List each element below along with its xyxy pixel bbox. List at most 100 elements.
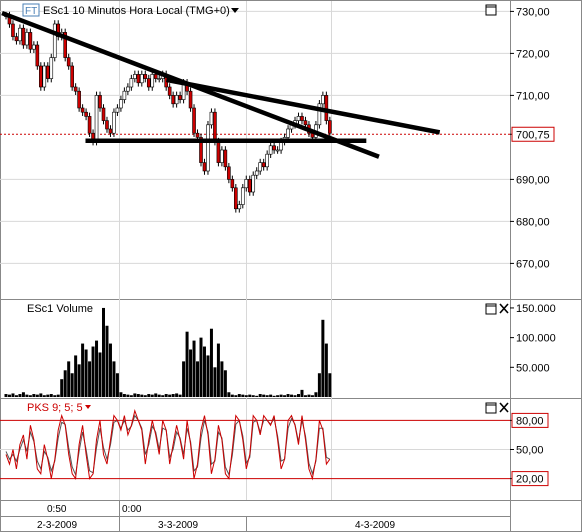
candle-body bbox=[237, 204, 242, 210]
y-tick-label: 690,00 bbox=[516, 174, 550, 186]
candle-body bbox=[240, 187, 245, 205]
volume-bar bbox=[265, 395, 269, 397]
volume-bar bbox=[251, 395, 255, 397]
candle-body bbox=[18, 27, 22, 42]
volume-bar bbox=[4, 394, 8, 397]
volume-bar bbox=[241, 394, 245, 397]
candle-body bbox=[39, 65, 43, 88]
volume-bar bbox=[310, 395, 314, 397]
dropdown-arrow-icon[interactable] bbox=[85, 405, 91, 409]
candle-body bbox=[133, 74, 137, 79]
volume-bar bbox=[314, 392, 318, 397]
volume-bar bbox=[209, 328, 213, 397]
volume-bar bbox=[307, 394, 311, 397]
volume-bar bbox=[14, 395, 18, 397]
volume-bar bbox=[276, 395, 280, 397]
maximize-icon[interactable] bbox=[485, 402, 497, 414]
price-panel-title: ESc1 10 Minutos Hora Local (TMG+0) bbox=[43, 5, 230, 17]
y-tick-label: 100.000 bbox=[516, 333, 556, 345]
candle-body bbox=[25, 32, 29, 46]
maximize-icon[interactable] bbox=[485, 303, 497, 315]
candle-body bbox=[272, 145, 276, 151]
trendlines bbox=[1, 10, 441, 159]
volume-bar bbox=[255, 395, 259, 397]
volume-bar bbox=[199, 337, 203, 397]
osc-fast-line bbox=[5, 408, 331, 481]
y-tick-label: 50.000 bbox=[516, 362, 550, 374]
candle-body bbox=[216, 141, 221, 163]
volume-bar bbox=[28, 395, 32, 397]
candle-body bbox=[143, 74, 148, 79]
volume-bar bbox=[317, 373, 321, 397]
volume-bar bbox=[303, 395, 307, 397]
y-tick-label: 720,00 bbox=[516, 48, 550, 60]
volume-bar bbox=[324, 343, 328, 397]
candle-body bbox=[247, 179, 252, 193]
volume-bar bbox=[49, 394, 53, 397]
volume-bar bbox=[98, 352, 102, 397]
volume-bar bbox=[95, 340, 99, 397]
volume-bar bbox=[133, 393, 137, 397]
y-tick-label: 50,00 bbox=[516, 445, 544, 457]
volume-bar bbox=[161, 395, 165, 397]
candle-body bbox=[296, 116, 301, 121]
candle-body bbox=[63, 32, 67, 58]
candle-body bbox=[153, 74, 158, 79]
dropdown-arrow-icon[interactable] bbox=[231, 8, 239, 13]
volume-bar bbox=[108, 343, 112, 397]
volume-bar bbox=[258, 394, 262, 397]
y-tick-label: 730,00 bbox=[516, 6, 550, 18]
volume-bar bbox=[39, 393, 43, 397]
candle-body bbox=[321, 95, 325, 105]
volume-bar bbox=[11, 393, 15, 397]
y-tick-label: 670,00 bbox=[516, 258, 550, 270]
volume-bar bbox=[175, 393, 179, 397]
volume-bar bbox=[178, 394, 182, 397]
candle-body bbox=[324, 95, 329, 121]
candle-body bbox=[98, 95, 102, 109]
volume-bar bbox=[290, 394, 294, 397]
volume-bar bbox=[286, 394, 290, 397]
volume-bar bbox=[230, 394, 234, 397]
volume-bar bbox=[182, 361, 186, 397]
candle-body bbox=[261, 162, 266, 168]
candle-body bbox=[49, 57, 54, 79]
candle-body bbox=[84, 111, 88, 117]
candle-body bbox=[108, 128, 113, 134]
volume-bar bbox=[189, 349, 193, 397]
candle-body bbox=[244, 179, 249, 189]
candle-body bbox=[42, 65, 47, 88]
volume-bar bbox=[25, 394, 29, 397]
volume-bar bbox=[168, 394, 172, 397]
date-label: 3-3-2009 bbox=[158, 520, 198, 531]
volume-bar bbox=[42, 395, 46, 397]
candle-body bbox=[202, 162, 207, 172]
volume-bar bbox=[115, 373, 119, 397]
volume-bar bbox=[223, 370, 227, 397]
candle-body bbox=[251, 174, 256, 193]
volume-bar bbox=[77, 364, 81, 397]
candle-body bbox=[28, 32, 33, 50]
maximize-icon[interactable] bbox=[485, 4, 497, 16]
close-icon[interactable] bbox=[499, 402, 509, 413]
volume-bar bbox=[140, 394, 144, 397]
candle-body bbox=[234, 187, 238, 210]
candle-body bbox=[21, 27, 26, 46]
candle-body bbox=[206, 124, 210, 172]
volume-bar bbox=[237, 394, 241, 397]
trendline bbox=[166, 77, 441, 135]
candle-body bbox=[115, 107, 120, 113]
time-label: 0:00 bbox=[122, 504, 142, 515]
candle-body bbox=[80, 107, 85, 113]
candle-body bbox=[220, 149, 224, 163]
candle-body bbox=[32, 44, 36, 50]
volume-bar bbox=[126, 394, 130, 397]
volume-bar bbox=[283, 395, 287, 397]
candle-body bbox=[70, 65, 74, 88]
close-icon[interactable] bbox=[499, 303, 509, 314]
volume-bar bbox=[328, 373, 332, 397]
candle-body bbox=[188, 90, 193, 109]
candle-body bbox=[150, 74, 155, 88]
volume-bar bbox=[293, 395, 297, 397]
volume-bar bbox=[185, 331, 189, 397]
